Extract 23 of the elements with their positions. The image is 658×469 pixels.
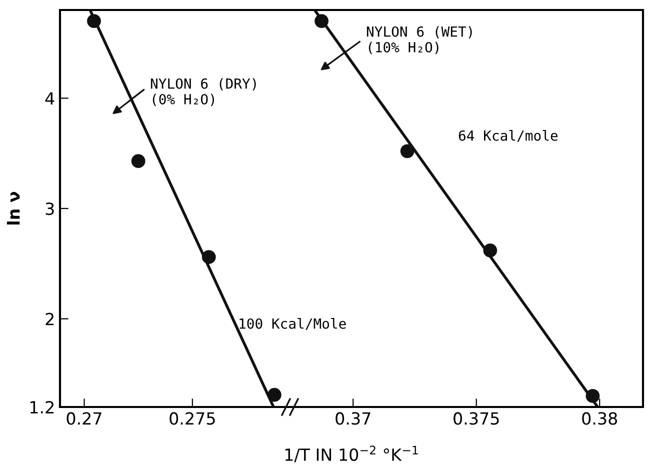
y-tick-label: 2 [46, 312, 54, 326]
x-tick-label: 0.38 [582, 412, 618, 425]
y-tick-label: 4 [45, 92, 54, 105]
point [267, 388, 282, 402]
y-axis-title: ln ν [6, 192, 20, 224]
annotation: 64 Kcal/mole [458, 130, 558, 142]
point [87, 14, 101, 28]
point [400, 144, 414, 158]
x-axis-title: 1/T IN 10$^{−2}$ °K$^{−1}$ [285, 446, 418, 462]
point [314, 14, 328, 28]
annotation: NYLON 6 (DRY) (0% H₂O) [150, 78, 256, 106]
x-tick-label: 0.27 [66, 412, 102, 425]
y-tick-label: 3 [46, 202, 54, 216]
point [202, 250, 216, 264]
annotation: 100 Kcal/Mole [240, 318, 346, 330]
x-tick-label: 0.37 [336, 412, 370, 425]
x-tick-label: 0.375 [454, 412, 499, 425]
x-tick-label: 0.275 [170, 412, 215, 425]
point [483, 243, 498, 258]
y-tick-label: 1.2 [30, 400, 54, 414]
point [586, 389, 600, 403]
point [131, 154, 146, 168]
annotation: NYLON 6 (WET) (10% H₂O) [366, 26, 472, 54]
